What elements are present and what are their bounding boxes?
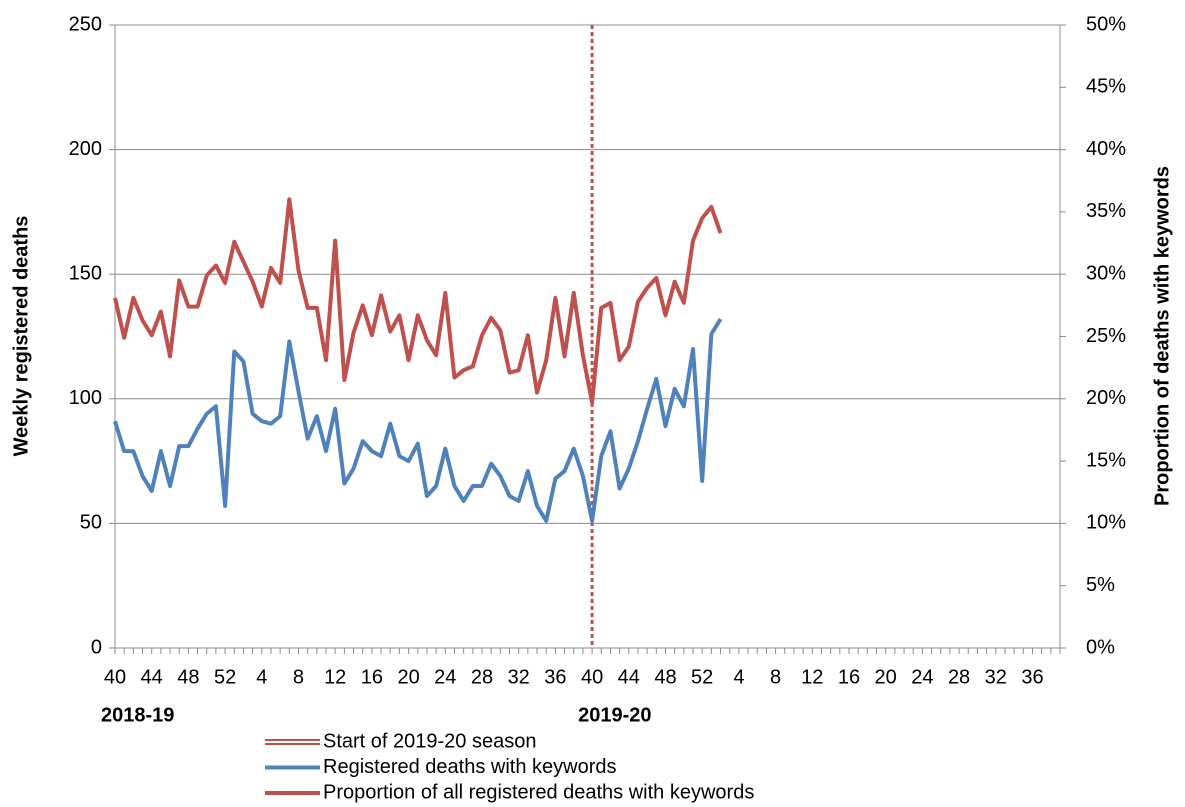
x-tick-label: 48 bbox=[177, 666, 199, 688]
y2-tick-label: 20% bbox=[1086, 387, 1126, 409]
y-tick-label: 100 bbox=[69, 387, 102, 409]
y2-tick-label: 10% bbox=[1086, 512, 1126, 534]
x-tick-label: 24 bbox=[911, 666, 933, 688]
group-label: 2019-20 bbox=[578, 704, 651, 726]
y2-tick-label: 15% bbox=[1086, 449, 1126, 471]
y-tick-label: 0 bbox=[91, 636, 102, 658]
x-tick-label: 48 bbox=[654, 666, 676, 688]
group-label: 2018-19 bbox=[101, 704, 174, 726]
x-tick-label: 40 bbox=[104, 666, 126, 688]
legend-label: Proportion of all registered deaths with… bbox=[323, 781, 754, 803]
y2-tick-label: 5% bbox=[1086, 574, 1115, 596]
x-tick-label: 36 bbox=[1021, 666, 1043, 688]
x-tick-label: 16 bbox=[838, 666, 860, 688]
x-tick-label: 28 bbox=[948, 666, 970, 688]
x-tick-label: 12 bbox=[801, 666, 823, 688]
x-tick-label: 20 bbox=[875, 666, 897, 688]
x-tick-label: 24 bbox=[434, 666, 456, 688]
y2-axis-title: Proportion of deaths with keywords bbox=[1151, 166, 1173, 506]
x-tick-label: 12 bbox=[324, 666, 346, 688]
x-tick-label: 32 bbox=[985, 666, 1007, 688]
x-tick-label: 32 bbox=[508, 666, 530, 688]
x-tick-label: 52 bbox=[214, 666, 236, 688]
y2-tick-label: 45% bbox=[1086, 76, 1126, 98]
y2-tick-label: 30% bbox=[1086, 262, 1126, 284]
y-axis-title: Weekly registered deaths bbox=[10, 216, 32, 457]
x-tick-label: 44 bbox=[141, 666, 163, 688]
y-tick-label: 200 bbox=[69, 138, 102, 160]
x-tick-label: 4 bbox=[256, 666, 267, 688]
x-tick-label: 36 bbox=[544, 666, 566, 688]
y2-tick-label: 50% bbox=[1086, 13, 1126, 35]
x-tick-label: 52 bbox=[691, 666, 713, 688]
x-tick-label: 16 bbox=[361, 666, 383, 688]
series-line bbox=[113, 318, 723, 523]
x-tick-label: 20 bbox=[397, 666, 419, 688]
y-tick-label: 50 bbox=[80, 512, 102, 534]
legend-label: Start of 2019-20 season bbox=[323, 730, 536, 752]
x-tick-label: 28 bbox=[471, 666, 493, 688]
y-tick-label: 150 bbox=[69, 262, 102, 284]
y2-tick-label: 40% bbox=[1086, 138, 1126, 160]
legend-label: Registered deaths with keywords bbox=[323, 756, 616, 778]
x-tick-label: 40 bbox=[581, 666, 603, 688]
y2-tick-label: 0% bbox=[1086, 636, 1115, 658]
x-tick-label: 44 bbox=[618, 666, 640, 688]
series-line bbox=[113, 197, 723, 405]
y2-tick-label: 35% bbox=[1086, 200, 1126, 222]
y2-tick-label: 25% bbox=[1086, 325, 1126, 347]
x-tick-label: 8 bbox=[770, 666, 781, 688]
x-tick-label: 8 bbox=[293, 666, 304, 688]
x-tick-label: 4 bbox=[733, 666, 744, 688]
y-tick-label: 250 bbox=[69, 13, 102, 35]
